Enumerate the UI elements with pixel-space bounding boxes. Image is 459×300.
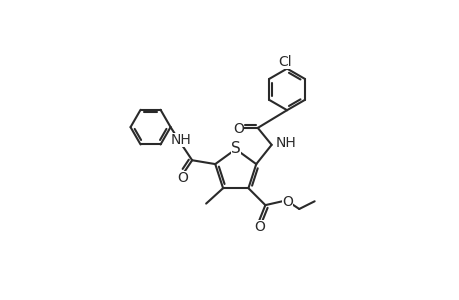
Text: Cl: Cl — [278, 56, 291, 69]
Text: O: O — [177, 171, 188, 185]
Text: NH: NH — [171, 133, 191, 147]
Text: S: S — [230, 141, 240, 156]
Text: O: O — [282, 195, 292, 209]
Text: NH: NH — [275, 136, 296, 150]
Text: O: O — [253, 220, 264, 235]
Text: O: O — [233, 122, 243, 136]
